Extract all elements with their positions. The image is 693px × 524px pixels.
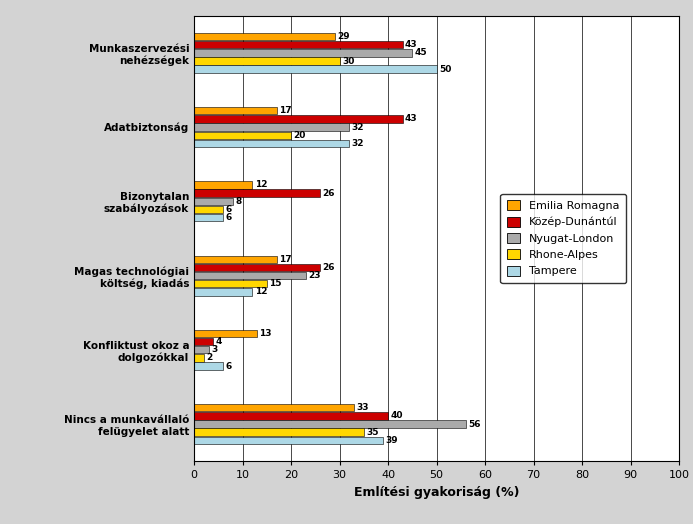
- Text: 40: 40: [391, 411, 403, 420]
- X-axis label: Említési gyakoriság (%): Említési gyakoriság (%): [354, 486, 519, 499]
- Bar: [194, 181, 252, 189]
- Bar: [194, 214, 223, 221]
- Text: 32: 32: [351, 123, 365, 132]
- Text: 43: 43: [405, 114, 418, 124]
- Bar: [194, 57, 340, 64]
- Bar: [194, 354, 204, 362]
- Bar: [194, 288, 252, 296]
- Bar: [194, 33, 335, 40]
- Legend: Emilia Romagna, Közép-Dunántúl, Nyugat-London, Rhone-Alpes, Tampere: Emilia Romagna, Közép-Dunántúl, Nyugat-L…: [500, 194, 626, 283]
- Bar: [194, 436, 383, 444]
- Text: 20: 20: [294, 130, 306, 140]
- Bar: [194, 49, 412, 57]
- Text: 45: 45: [414, 48, 428, 57]
- Text: 43: 43: [405, 40, 418, 49]
- Text: 30: 30: [342, 57, 354, 66]
- Bar: [194, 420, 466, 428]
- Bar: [194, 256, 277, 263]
- Bar: [194, 107, 277, 114]
- Bar: [194, 41, 403, 48]
- Bar: [194, 346, 209, 354]
- Text: 23: 23: [308, 271, 321, 280]
- Text: 17: 17: [279, 106, 292, 115]
- Text: 26: 26: [322, 189, 335, 198]
- Bar: [194, 132, 291, 139]
- Text: 39: 39: [385, 436, 398, 445]
- Bar: [194, 206, 223, 213]
- Bar: [194, 140, 349, 147]
- Bar: [194, 123, 349, 131]
- Bar: [194, 330, 257, 337]
- Text: 50: 50: [439, 64, 451, 74]
- Text: 6: 6: [226, 213, 232, 222]
- Text: 3: 3: [211, 345, 218, 354]
- Bar: [194, 272, 306, 279]
- Bar: [194, 190, 320, 197]
- Text: 13: 13: [259, 329, 272, 338]
- Bar: [194, 198, 233, 205]
- Bar: [194, 338, 213, 345]
- Text: 6: 6: [226, 205, 232, 214]
- Bar: [194, 363, 223, 370]
- Text: 4: 4: [216, 337, 222, 346]
- Text: 33: 33: [356, 403, 369, 412]
- Text: 12: 12: [255, 287, 267, 297]
- Bar: [194, 280, 267, 287]
- Bar: [194, 404, 354, 411]
- Bar: [194, 115, 403, 123]
- Text: 8: 8: [236, 197, 242, 206]
- Text: 29: 29: [337, 32, 350, 41]
- Text: 56: 56: [468, 420, 481, 429]
- Bar: [194, 66, 437, 73]
- Text: 35: 35: [366, 428, 379, 436]
- Bar: [194, 264, 320, 271]
- Text: 2: 2: [207, 353, 213, 363]
- Text: 32: 32: [351, 139, 365, 148]
- Text: 6: 6: [226, 362, 232, 370]
- Text: 17: 17: [279, 255, 292, 264]
- Bar: [194, 429, 364, 436]
- Text: 26: 26: [322, 263, 335, 272]
- Text: 12: 12: [255, 180, 267, 190]
- Text: 15: 15: [269, 279, 282, 288]
- Bar: [194, 412, 388, 420]
